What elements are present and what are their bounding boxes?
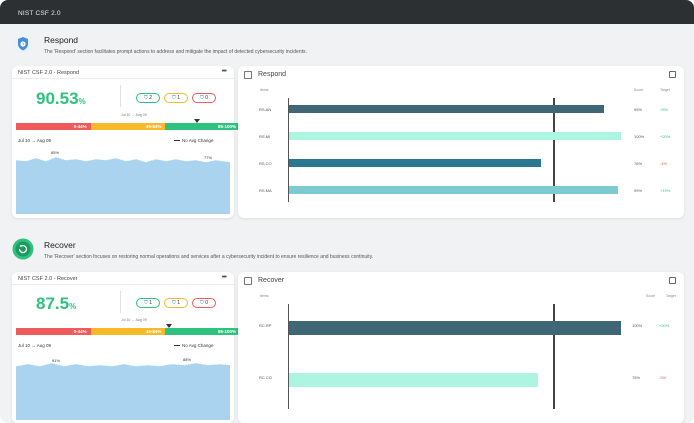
gauge-red: 0-44% (16, 328, 91, 335)
row-label: RS.AN (259, 107, 272, 112)
score-card-title: NIST CSF 2.0 - Respond (18, 70, 80, 76)
row-target: +20% (660, 134, 671, 139)
row-score: 99% (634, 188, 643, 193)
target-line (553, 98, 555, 202)
col-score: Score (646, 294, 656, 298)
badge-low[interactable]: ⛉ 1 (136, 298, 160, 308)
trend-area (16, 157, 230, 214)
row-target: +5% (660, 107, 669, 112)
col-items: Items (260, 294, 269, 298)
card-divider (12, 78, 234, 79)
trend-range: Jul 10 → Aug 09 (18, 138, 52, 143)
respond-description: The 'Respond' section facilitates prompt… (44, 49, 307, 55)
score-bar[interactable] (289, 105, 605, 113)
score-bar[interactable] (289, 373, 538, 387)
gauge-yellow: 45-84% (90, 328, 166, 335)
table-title: Respond (258, 71, 287, 78)
target-line (553, 304, 555, 409)
gauge-green: 85-100% (165, 328, 241, 335)
row-target: +20% (659, 323, 670, 328)
bar-axis (288, 98, 289, 202)
row-score: 100% (632, 323, 643, 328)
respond-section-header: Respond The 'Respond' section facilitate… (12, 33, 682, 61)
trend-end-label: 77% (204, 155, 213, 160)
col-target: Target (666, 294, 676, 298)
gauge-yellow: 45-84% (90, 123, 166, 130)
row-score: 100% (634, 134, 645, 139)
trend-start-label: 85% (51, 150, 60, 155)
card-divider (12, 284, 234, 285)
export-icon[interactable] (669, 277, 676, 284)
trend-area-chart (16, 156, 230, 214)
trend-area-chart (16, 362, 230, 420)
gauge-red: 0-44% (16, 123, 91, 130)
score-bar[interactable] (289, 132, 621, 140)
table-icon (244, 71, 252, 79)
trend-start-label: 91% (52, 358, 61, 363)
badge-high[interactable]: ⛉ 0 (192, 93, 216, 103)
gauge-green: 85-100% (165, 123, 241, 130)
recover-description: The 'Recover' section focuses on restori… (44, 254, 374, 260)
respond-table-card: Respond Items Score Target RS.AN 95% +5% RS… (238, 66, 684, 218)
refresh-power-icon (12, 238, 34, 260)
legend-line-icon (174, 345, 180, 347)
window-title: NIST CSF 2.0 (0, 0, 694, 24)
row-target: +19% (660, 188, 671, 193)
shield-clock-icon (13, 34, 33, 54)
badge-high[interactable]: ⛉ 0 (192, 298, 216, 308)
col-target: Target (660, 88, 670, 92)
row-target: -5% (659, 375, 667, 380)
badge-low[interactable]: ⛉ 2 (136, 93, 160, 103)
row-score: 76% (634, 161, 643, 166)
respond-score-card: NIST CSF 2.0 - Respond ••• 90.53% ⛉ 2 ⛉ … (12, 66, 241, 218)
trend-line (16, 156, 230, 163)
score-card-title: NIST CSF 2.0 - Recover (18, 276, 78, 282)
badge-medium[interactable]: ⛉ 1 (164, 298, 188, 308)
col-items: Items (260, 88, 269, 92)
trend-legend: No Avg Change (174, 343, 213, 348)
trend-area (16, 363, 230, 420)
row-target: -4% (660, 161, 668, 166)
respond-title: Respond (44, 35, 79, 45)
table-title: Recover (258, 277, 285, 284)
score-bar[interactable] (289, 321, 621, 335)
row-label: RS.MA (259, 188, 272, 193)
row-label: RS.MI (259, 134, 271, 139)
date-range-small: Jul 10 → Aug 09 (121, 318, 147, 322)
score-separator (120, 291, 121, 313)
trend-range: Jul 10 → Aug 09 (18, 343, 52, 348)
gauge-marker (166, 324, 172, 328)
score-separator (120, 85, 121, 107)
score-bar[interactable] (289, 159, 542, 167)
recover-score-card: NIST CSF 2.0 - Recover ••• 87.5% ⛉ 1 ⛉ 1… (12, 272, 241, 423)
row-label: RS.CO (259, 161, 272, 166)
trend-end-label: 88% (183, 357, 192, 362)
date-range-small: Jul 10 → Aug 09 (121, 113, 147, 117)
score-gauge: 0-44% 45-84% 85-100% (16, 328, 241, 335)
more-menu-icon[interactable]: ••• (221, 68, 227, 75)
score-value: 90.53% (36, 89, 86, 108)
row-score: 95% (634, 107, 643, 112)
score-gauge: 0-44% 45-84% 85-100% (16, 123, 241, 130)
recover-section-header: Recover The 'Recover' section focuses on… (12, 238, 682, 266)
badge-medium[interactable]: ⛉ 1 (164, 93, 188, 103)
col-score: Score (634, 88, 644, 92)
export-icon[interactable] (669, 71, 676, 78)
score-bar[interactable] (289, 186, 618, 194)
row-label: RC.RP (259, 323, 272, 328)
more-menu-icon[interactable]: ••• (221, 274, 227, 281)
row-label: RC.CO (259, 375, 272, 380)
recover-title: Recover (44, 240, 76, 250)
recover-table-card: Recover Items Score Target RC.RP 100% +20%… (238, 272, 684, 423)
legend-line-icon (174, 140, 180, 142)
table-icon (244, 277, 252, 285)
gauge-marker (194, 119, 200, 123)
score-value: 87.5% (36, 294, 77, 313)
bar-axis (288, 304, 289, 409)
trend-legend: No Avg Change (174, 138, 213, 143)
row-score: 75% (632, 375, 641, 380)
